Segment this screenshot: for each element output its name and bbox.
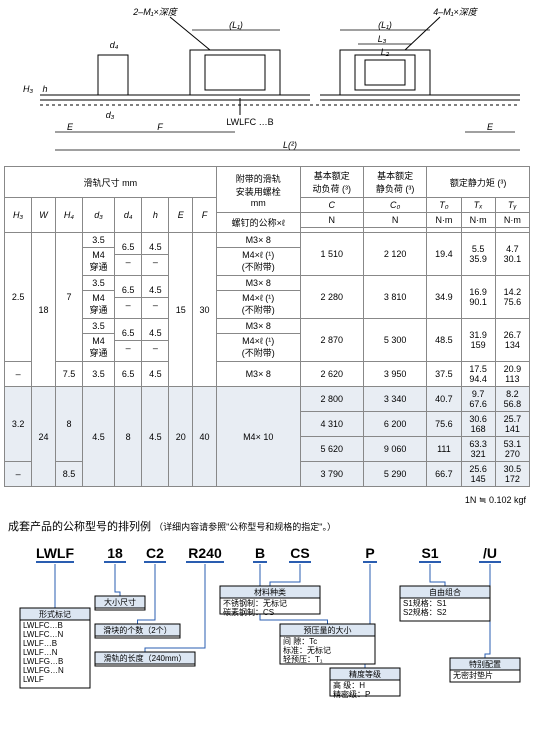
svg-text:LWLF: LWLF	[36, 545, 75, 561]
part-number-diagram: LWLF18C2R240BCSPS1/U 形式标记LWLFC…BLWLFC…NL…	[0, 538, 534, 738]
svg-text:LWLFG…B: LWLFG…B	[23, 657, 63, 666]
svg-text:(L₁): (L₁)	[229, 20, 243, 30]
svg-text:C2: C2	[146, 545, 164, 561]
svg-text:/U: /U	[483, 545, 497, 561]
svg-text:(L₁): (L₁)	[378, 20, 392, 30]
svg-text:LWLF…B: LWLF…B	[23, 639, 57, 648]
engineering-diagram: 2–M₁×深度 4–M₁×深度 (L₁) (L₁) L₃ L₂ d₄ H₃ h …	[0, 0, 534, 160]
svg-text:18: 18	[107, 545, 123, 561]
svg-text:间 隙：Tc: 间 隙：Tc	[283, 636, 317, 646]
svg-text:4–M₁×深度: 4–M₁×深度	[433, 7, 479, 17]
svg-text:标准：无标记: 标准：无标记	[283, 645, 331, 655]
svg-text:高 级：H: 高 级：H	[333, 680, 365, 690]
svg-text:L(²): L(²)	[283, 140, 297, 150]
svg-text:预压量的大小: 预压量的大小	[304, 625, 352, 635]
hdr-rail: 滑轨尺寸 mm	[5, 167, 217, 198]
hdr-stat: 基本额定 静负荷 (³)	[363, 167, 426, 198]
svg-text:LWLFC…B: LWLFC…B	[23, 621, 63, 630]
svg-text:d₄: d₄	[110, 40, 119, 50]
svg-text:LWLFG…N: LWLFG…N	[23, 666, 64, 675]
svg-text:LWLF…N: LWLF…N	[23, 648, 58, 657]
svg-text:2–M₁×深度: 2–M₁×深度	[132, 7, 179, 17]
svg-text:P: P	[365, 545, 374, 561]
svg-text:L₃: L₃	[378, 34, 387, 44]
svg-text:形式标记: 形式标记	[39, 609, 71, 619]
hdr-dyn: 基本额定 动负荷 (³)	[300, 167, 363, 198]
svg-text:L₂: L₂	[381, 47, 390, 57]
svg-text:S1规格：S1: S1规格：S1	[403, 598, 447, 608]
hdr-screw: 附带的滑轨 安装用螺栓 mm	[216, 167, 300, 213]
svg-text:E: E	[67, 122, 74, 132]
svg-text:无密封垫片: 无密封垫片	[453, 670, 493, 680]
part-title: 成套产品的公称型号的排列例 （详细内容请参照"公称型号和规格的指定"。）	[0, 510, 534, 538]
svg-text:LWLF: LWLF	[23, 675, 44, 684]
svg-text:碳素钢制：CS: 碳素钢制：CS	[223, 607, 274, 617]
svg-text:滑块的个数（2个）: 滑块的个数（2个）	[103, 625, 171, 635]
svg-text:特别配置: 特别配置	[469, 659, 501, 669]
svg-text:R240: R240	[188, 545, 222, 561]
svg-text:精密级：P: 精密级：P	[333, 689, 370, 699]
svg-text:CS: CS	[290, 545, 309, 561]
unit-note: 1N ≒ 0.102 kgf	[0, 491, 534, 510]
svg-text:轻预压：T₁: 轻预压：T₁	[283, 654, 323, 664]
svg-text:H₃: H₃	[23, 84, 33, 94]
svg-text:不锈钢制：无标记: 不锈钢制：无标记	[223, 598, 287, 608]
svg-text:滑轨的长度（240mm）: 滑轨的长度（240mm）	[104, 653, 187, 663]
svg-text:精度等级: 精度等级	[349, 669, 381, 679]
svg-text:自由组合: 自由组合	[429, 587, 461, 597]
svg-text:F: F	[157, 122, 163, 132]
svg-text:LWLFC …B: LWLFC …B	[226, 117, 273, 127]
svg-text:LWLFC…N: LWLFC…N	[23, 630, 64, 639]
svg-text:d₃: d₃	[106, 110, 115, 120]
hdr-moment: 额定静力矩 (³)	[427, 167, 530, 198]
spec-table-wrap: 滑轨尺寸 mm 附带的滑轨 安装用螺栓 mm 基本额定 动负荷 (³) 基本额定…	[0, 162, 534, 491]
spec-table: 滑轨尺寸 mm 附带的滑轨 安装用螺栓 mm 基本额定 动负荷 (³) 基本额定…	[4, 166, 530, 487]
svg-text:S2规格：S2: S2规格：S2	[403, 607, 447, 617]
svg-text:E: E	[487, 122, 494, 132]
svg-text:材料种类: 材料种类	[254, 587, 286, 597]
svg-text:大小尺寸: 大小尺寸	[104, 597, 136, 607]
svg-text:B: B	[255, 545, 265, 561]
svg-text:h: h	[42, 84, 47, 94]
svg-text:S1: S1	[421, 545, 438, 561]
